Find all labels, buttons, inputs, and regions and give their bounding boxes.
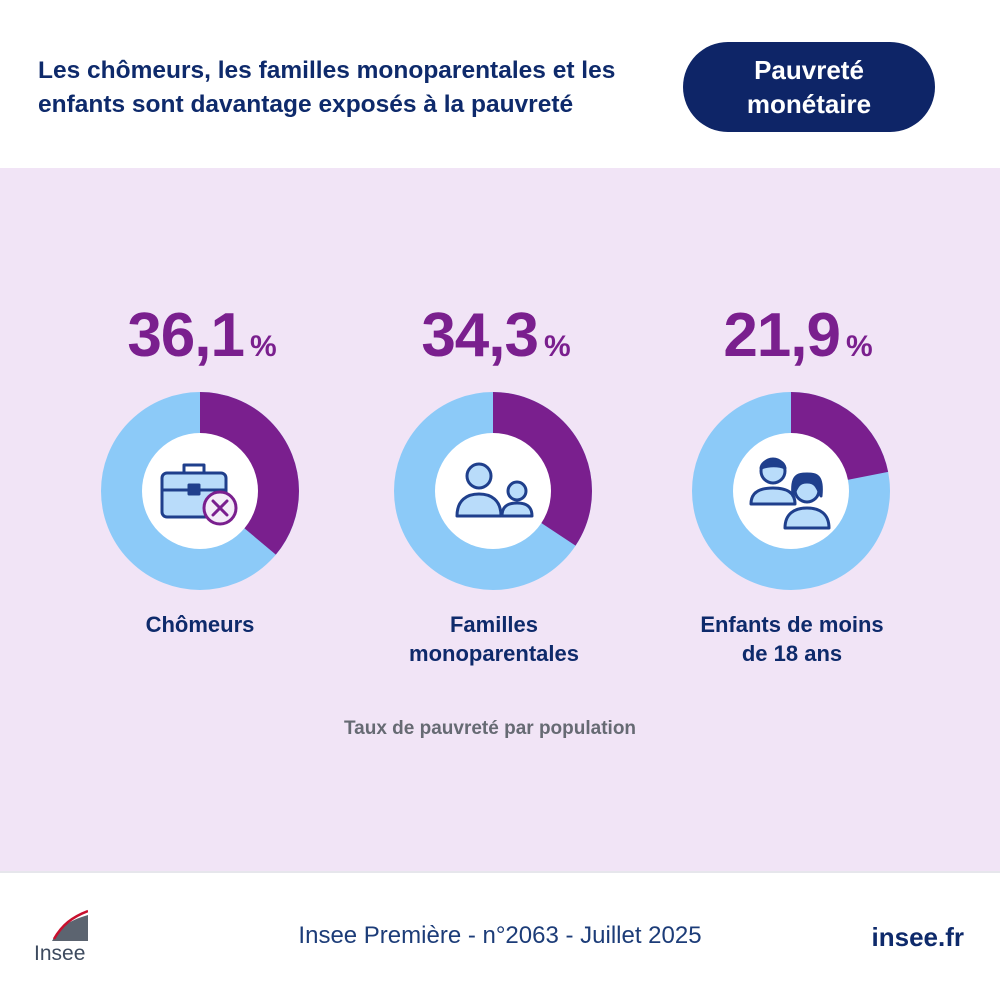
insee-logo-icon [52,905,88,941]
donut-familles [394,392,592,590]
stat-number: 34,3 [421,301,539,370]
donut-hole [435,433,551,549]
stat-unit: % [543,330,571,363]
donut-segment-share [394,392,592,590]
title-line-2: enfants sont davantage exposés à la pauv… [38,91,574,118]
topic-badge: Pauvreté monétaire [683,42,935,132]
topic-badge-line-2: monétaire [746,89,872,119]
category-label-line: monoparentales [409,641,579,666]
website-link[interactable]: insee.fr [871,922,965,952]
children-icon [749,457,831,530]
category-label-chomeurs: Chômeurs [40,610,360,639]
chart-caption: Taux de pauvreté par population [343,718,637,739]
briefcase-cross-icon [160,463,238,526]
donut-segment-share [101,392,299,590]
publication-source: Insee Première - n°2063 - Juillet 2025 [298,922,702,949]
category-label-familles: Familles monoparentales [334,610,654,668]
footer-divider [0,871,1000,873]
stat-value-enfants: 21,9% [638,300,958,371]
title-line-1: Les chômeurs, les familles monoparentale… [38,57,616,84]
stat-unit: % [845,330,873,363]
category-label-line: de 18 ans [741,641,843,666]
category-label-line: Familles [449,612,539,637]
stat-value-chomeurs: 36,1% [42,300,362,371]
insee-logo-text: Insee [34,942,86,965]
category-label-line: Chômeurs [145,612,255,637]
category-label-line: Enfants de moins [700,612,884,637]
donut-segment-share [692,392,890,590]
header: Les chômeurs, les familles monoparentale… [0,0,1000,168]
stat-value-familles: 34,3% [336,300,656,371]
stat-number: 36,1 [127,301,245,370]
parent-child-icon [455,462,534,518]
stat-number: 21,9 [723,301,841,370]
category-label-enfants: Enfants de moins de 18 ans [632,610,952,668]
stat-unit: % [249,330,277,363]
page-title: Les chômeurs, les familles monoparentale… [38,54,678,122]
topic-badge-line-1: Pauvreté [754,55,864,85]
